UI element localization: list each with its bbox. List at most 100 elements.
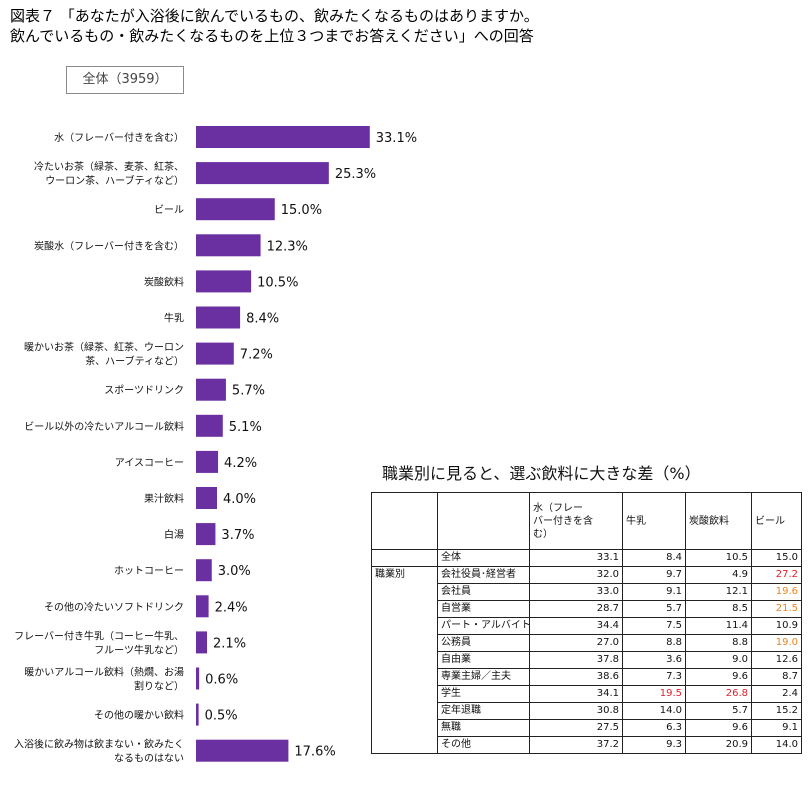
row-label: 専業主婦／主夫	[437, 668, 530, 686]
value-label-15: 2.1%	[213, 636, 246, 651]
value-label-3: 15.0%	[281, 203, 322, 218]
bar-1	[196, 126, 370, 148]
value-cell: 3.6	[622, 651, 686, 669]
row-label: 学生	[437, 685, 530, 703]
row-label: その他	[437, 736, 530, 754]
value-cell: 9.0	[685, 651, 752, 669]
category-label-13: ホットコーヒー	[114, 565, 184, 577]
bar-18	[196, 739, 289, 762]
value-cell: 19.5	[622, 685, 686, 703]
value-cell: 2.4	[751, 685, 802, 703]
value-cell: 21.5	[751, 600, 802, 618]
value-label-9: 5.1%	[229, 420, 262, 435]
value-label-12: 3.7%	[221, 528, 254, 543]
value-cell: 27.0	[529, 634, 623, 652]
table-row: 全体 33.1 8.4 10.5 15.0	[371, 549, 802, 567]
table-row: 会社員 33.0 9.1 12.1 19.6	[371, 583, 802, 601]
category-label-15: フレーバー付き牛乳（コーヒー牛乳、フルーツ牛乳など）	[14, 629, 184, 656]
value-label-18: 17.6%	[294, 745, 335, 760]
table-row: 学生 34.1 19.5 26.8 2.4	[371, 685, 802, 703]
category-label-7: 暖かいお茶（緑茶、紅茶、ウーロン茶、ハーブティなど）	[24, 341, 184, 368]
table-row: 専業主婦／主夫 38.6 7.3 9.6 8.7	[371, 668, 802, 686]
bar-8	[196, 378, 226, 401]
category-label-6: 牛乳	[164, 312, 184, 325]
group-cell	[371, 719, 438, 737]
table-row: その他 37.2 9.3 20.9 14.0	[371, 736, 802, 754]
value-label-16: 0.6%	[205, 673, 238, 688]
row-label: 自営業	[437, 600, 530, 618]
value-cell: 9.6	[685, 668, 752, 686]
value-label-1: 33.1%	[376, 131, 417, 146]
value-cell: 7.5	[622, 617, 686, 635]
category-label-17: その他の暖かい飲料	[94, 709, 184, 722]
value-cell: 10.9	[751, 617, 802, 635]
title-line-2: 飲んでいるもの・飲みたくなるものを上位３つまでお答えください」への回答	[10, 27, 534, 45]
header-col-2: 牛乳	[622, 492, 686, 550]
value-cell: 9.1	[622, 583, 686, 601]
value-cell: 9.1	[751, 719, 802, 737]
value-label-7: 7.2%	[240, 348, 273, 363]
category-label-14: その他の冷たいソフトドリンク	[44, 600, 184, 613]
value-cell: 8.5	[685, 600, 752, 618]
table-row: パート・アルバイト 34.4 7.5 11.4 10.9	[371, 617, 802, 635]
bar-5	[196, 270, 252, 293]
category-label-9: ビール以外の冷たいアルコール飲料	[24, 420, 184, 433]
value-cell: 8.4	[622, 549, 686, 567]
group-cell	[371, 617, 438, 635]
value-cell: 10.5	[685, 549, 752, 567]
table-title: 職業別に見ると、選ぶ飲料に大きな差（%）	[382, 464, 701, 483]
table-header-row: 水（フレー バー付きを含 む） 牛乳 炭酸飲料 ビール	[371, 492, 802, 550]
title-line-1: 図表７ 「あなたが入浴後に飲んでいるもの、飲みたくなるものはありますか。	[10, 7, 539, 25]
bar-14	[196, 595, 209, 618]
value-cell: 14.0	[622, 702, 686, 720]
bar-13	[196, 559, 212, 582]
value-label-8: 5.7%	[232, 384, 265, 399]
group-cell	[371, 583, 438, 601]
value-label-4: 12.3%	[267, 239, 308, 254]
bar-3	[196, 198, 275, 221]
category-label-16: 暖かいアルコール飲料（熱燗、お湯割りなど）	[24, 666, 184, 693]
value-cell: 7.3	[622, 668, 686, 686]
bar-16	[196, 667, 200, 690]
row-label: 無職	[437, 719, 530, 737]
group-cell	[371, 634, 438, 652]
value-label-10: 4.2%	[224, 456, 257, 471]
bar-2	[196, 162, 329, 185]
row-label: 定年退職	[437, 702, 530, 720]
value-cell: 9.7	[622, 566, 686, 584]
row-label: 会社員	[437, 583, 530, 601]
group-cell	[371, 549, 438, 567]
bar-11	[196, 487, 217, 509]
value-cell: 19.6	[751, 583, 802, 601]
bar-4	[196, 234, 261, 257]
value-cell: 19.0	[751, 634, 802, 652]
group-cell	[371, 600, 438, 618]
category-label-1: 水（フレーバー付きを含む）	[54, 131, 184, 144]
row-label: 会社役員･経営者	[437, 566, 530, 584]
value-label-2: 25.3%	[335, 167, 376, 182]
category-label-10: アイスコーヒー	[115, 457, 184, 469]
value-label-14: 2.4%	[215, 600, 248, 615]
value-cell: 11.4	[685, 617, 752, 635]
value-cell: 5.7	[685, 702, 752, 720]
header-col-4: ビール	[751, 492, 802, 550]
value-cell: 33.1	[529, 549, 623, 567]
value-cell: 32.0	[529, 566, 623, 584]
group-cell	[371, 702, 438, 720]
value-cell: 28.7	[529, 600, 623, 618]
value-label-17: 0.5%	[205, 709, 238, 724]
value-cell: 26.8	[685, 685, 752, 703]
group-cell	[371, 651, 438, 669]
header-col-3: 炭酸飲料	[685, 492, 752, 550]
value-cell: 12.6	[751, 651, 802, 669]
category-label-18: 入浴後に飲み物は飲まない・飲みたくなるものはない	[14, 738, 184, 765]
value-cell: 38.6	[529, 668, 623, 686]
category-label-12: 白湯	[164, 528, 184, 541]
row-label: 自由業	[437, 651, 530, 669]
header-col-1: 水（フレー バー付きを含 む）	[529, 492, 623, 550]
value-cell: 34.1	[529, 685, 623, 703]
group-cell	[371, 685, 438, 703]
bar-7	[196, 342, 234, 365]
table-row: 定年退職 30.8 14.0 5.7 15.2	[371, 702, 802, 720]
table-row: 自営業 28.7 5.7 8.5 21.5	[371, 600, 802, 618]
